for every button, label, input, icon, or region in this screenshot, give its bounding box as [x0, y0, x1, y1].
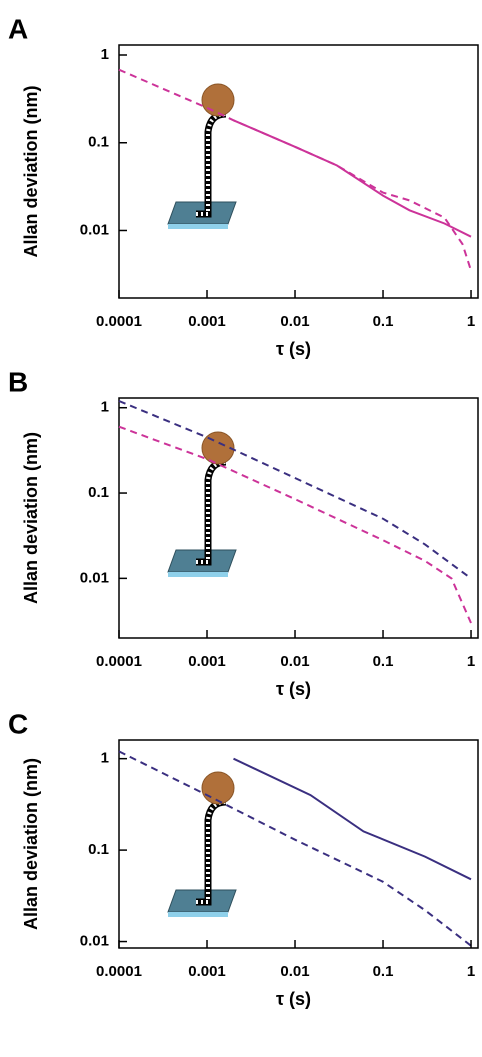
y-tick-label: 0.1 — [88, 484, 109, 501]
plot-frame — [118, 397, 479, 639]
panel-label: C — [8, 708, 28, 739]
y-tick-label: 1 — [101, 46, 109, 63]
data-line — [118, 425, 472, 624]
data-line — [233, 119, 472, 238]
x-tick-label: 0.1 — [373, 313, 394, 330]
y-tick-label: 0.1 — [88, 841, 109, 858]
y-tick-label: 1 — [101, 750, 109, 767]
x-tick-label: 0.001 — [188, 963, 226, 980]
y-tick-label: 0.01 — [80, 221, 109, 238]
data-line — [118, 750, 472, 947]
x-tick-label: 0.01 — [280, 313, 309, 330]
x-tick-label: 1 — [467, 313, 475, 330]
x-tick-label: 0.0001 — [96, 313, 142, 330]
x-tick-label: 0.001 — [188, 313, 226, 330]
x-tick-label: 1 — [467, 653, 475, 670]
y-tick-label: 0.01 — [80, 569, 109, 586]
tether-icon — [168, 432, 236, 577]
tether-icon — [168, 772, 236, 917]
y-tick-label: 0.1 — [88, 134, 109, 151]
x-axis-label: τ (s) — [276, 989, 311, 1009]
plot-frame — [118, 44, 479, 299]
x-tick-label: 0.0001 — [96, 963, 142, 980]
x-tick-label: 0.001 — [188, 653, 226, 670]
y-tick-label: 1 — [101, 399, 109, 416]
x-axis-label: τ (s) — [276, 679, 311, 699]
data-line — [233, 757, 472, 881]
y-tick-label: 0.01 — [80, 933, 109, 950]
y-axis-label: Allan deviation (nm) — [21, 85, 41, 257]
plot-frame — [118, 739, 479, 949]
data-line — [118, 400, 472, 580]
data-line — [118, 68, 472, 271]
x-tick-label: 0.01 — [280, 653, 309, 670]
y-axis-label: Allan deviation (nm) — [21, 758, 41, 930]
x-tick-label: 0.1 — [373, 963, 394, 980]
panel-label: A — [8, 13, 28, 44]
y-axis-label: Allan deviation (nm) — [21, 432, 41, 604]
panel-label: B — [8, 366, 28, 397]
x-tick-label: 0.0001 — [96, 653, 142, 670]
x-axis-label: τ (s) — [276, 339, 311, 359]
x-tick-label: 0.1 — [373, 653, 394, 670]
x-tick-label: 0.01 — [280, 963, 309, 980]
x-tick-label: 1 — [467, 963, 475, 980]
